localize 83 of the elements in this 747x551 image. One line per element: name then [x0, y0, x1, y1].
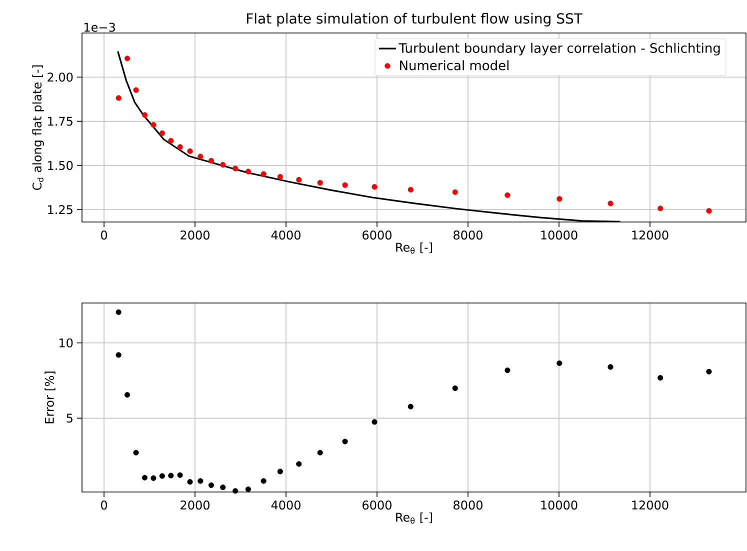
- x-tick-label: 2000: [180, 230, 210, 240]
- point: [220, 484, 226, 490]
- point: [116, 352, 122, 358]
- point: [556, 360, 562, 366]
- point: [208, 482, 214, 488]
- point: [116, 95, 122, 101]
- x-tick-label: 6000: [362, 230, 392, 240]
- point: [706, 208, 712, 214]
- point: [168, 472, 174, 478]
- point: [556, 196, 562, 202]
- y-tick-label: 1.50: [48, 160, 73, 170]
- point: [124, 392, 130, 398]
- point: [124, 56, 130, 62]
- point: [232, 488, 238, 494]
- x-tick-label: 8000: [454, 500, 482, 510]
- point: [150, 122, 156, 128]
- x-tick-label: 2000: [180, 500, 210, 510]
- y-tick-label: 2.00: [48, 72, 73, 82]
- point: [232, 166, 238, 172]
- point: [168, 138, 174, 144]
- point: [342, 438, 348, 444]
- point: [277, 468, 283, 474]
- point: [177, 472, 183, 478]
- point: [177, 144, 183, 150]
- point: [198, 478, 204, 484]
- legend-label: Turbulent boundary layer correlation - Schlichting: [398, 42, 720, 56]
- point: [142, 112, 148, 118]
- y-axis-title: Error [%]: [44, 372, 56, 424]
- point: [706, 368, 712, 374]
- y-axis-title: C$_{d}$ along flat plate [-]: [32, 65, 44, 190]
- point: [260, 478, 266, 484]
- legend-label: Numerical model: [400, 60, 508, 70]
- point: [245, 486, 252, 492]
- x-tick-label: 8000: [454, 230, 482, 240]
- text: 1e−3: [84, 22, 115, 32]
- x-tick-label: 10000: [541, 230, 578, 240]
- point: [277, 174, 283, 180]
- x-tick-label: 6000: [362, 500, 392, 510]
- point: [133, 87, 139, 93]
- point: [608, 200, 614, 206]
- y-tick-label: 1.75: [48, 116, 72, 126]
- point: [372, 184, 378, 190]
- y-tick-label: 5: [66, 414, 72, 423]
- point: [142, 474, 148, 480]
- point: [452, 385, 458, 392]
- point: [133, 450, 139, 456]
- point: [296, 461, 302, 467]
- point: [504, 368, 510, 374]
- point: [116, 309, 122, 315]
- point: [198, 154, 204, 160]
- point: [342, 182, 348, 188]
- x-tick-label: 0: [100, 500, 108, 510]
- point: [187, 148, 193, 154]
- x-axis-title: Re$_{θ}$ [-]: [396, 512, 432, 524]
- x-tick-label: 4000: [271, 500, 300, 510]
- point: [260, 171, 266, 177]
- x-tick-label: 12000: [632, 230, 668, 240]
- point: [187, 479, 193, 485]
- point: [658, 206, 664, 212]
- point: [208, 158, 214, 164]
- x-tick-label: 4000: [271, 230, 300, 240]
- point: [452, 189, 458, 195]
- point: [658, 375, 664, 381]
- point: [317, 450, 323, 456]
- point: [504, 192, 510, 198]
- x-tick-label: 12000: [632, 500, 668, 510]
- point: [159, 130, 165, 136]
- x-tick-label: 10000: [541, 500, 578, 510]
- point: [317, 180, 323, 186]
- y-tick-label: 1.25: [48, 205, 72, 214]
- point: [372, 419, 378, 425]
- chart-title: Flat plate simulation of turbulent flow using SST: [246, 12, 582, 26]
- x-axis-title: Re$_{θ}$ [-]: [396, 242, 432, 254]
- point: [608, 364, 614, 370]
- point: [408, 186, 414, 192]
- point: [296, 176, 302, 183]
- y-tick-label: 10: [60, 338, 73, 348]
- point: [150, 475, 156, 481]
- point: [408, 404, 414, 410]
- point: [159, 473, 165, 479]
- point: [220, 162, 226, 168]
- point: [245, 168, 252, 174]
- x-tick-label: 0: [100, 230, 108, 240]
